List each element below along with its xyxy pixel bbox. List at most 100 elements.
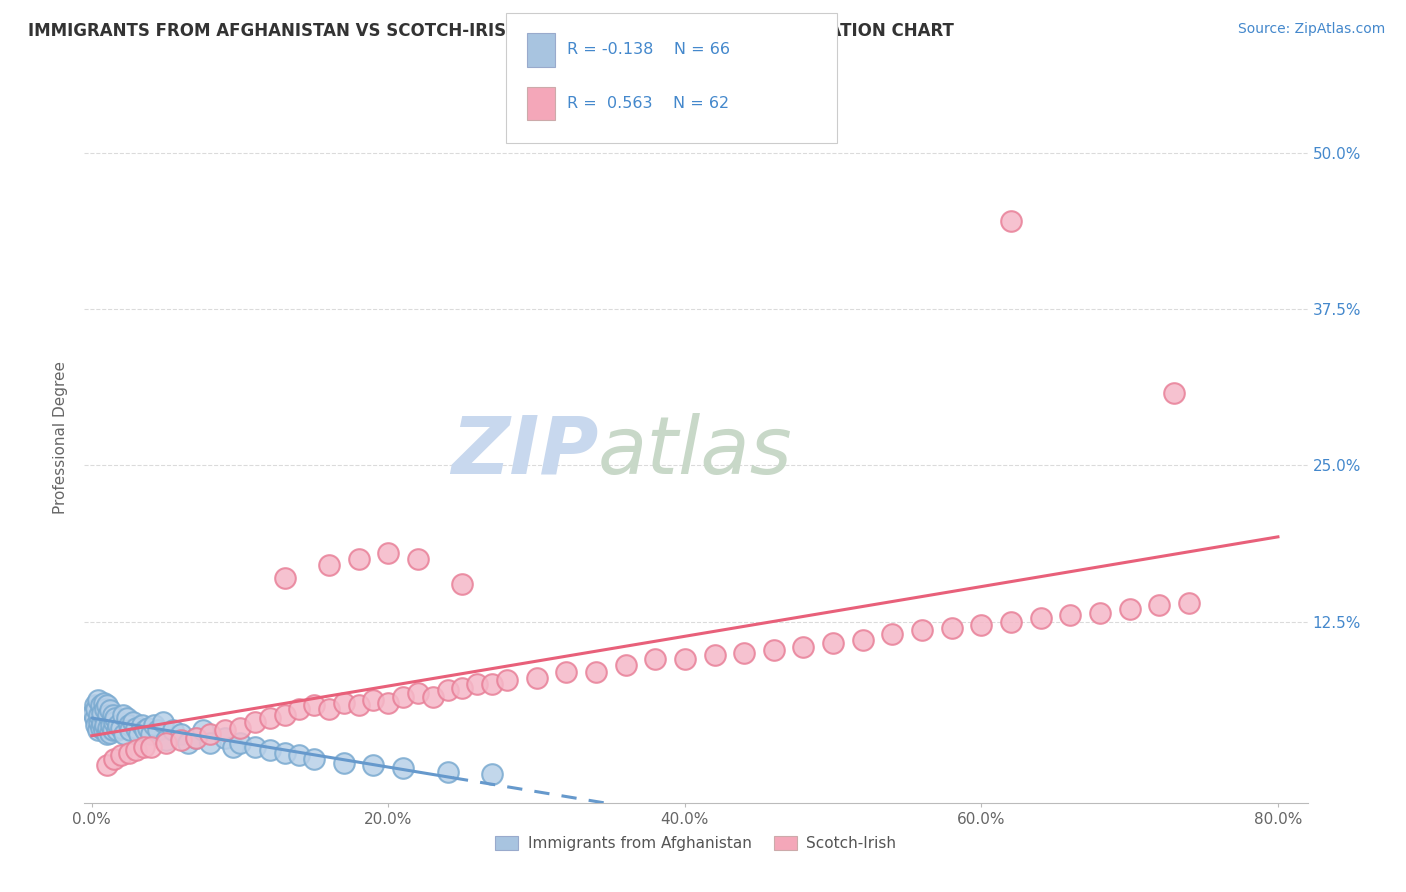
Point bbox=[97, 708, 120, 723]
Point bbox=[125, 721, 148, 735]
Point bbox=[392, 690, 415, 704]
Text: atlas: atlas bbox=[598, 413, 793, 491]
Legend: Immigrants from Afghanistan, Scotch-Irish: Immigrants from Afghanistan, Scotch-Iris… bbox=[489, 830, 903, 857]
Point bbox=[94, 718, 117, 732]
Point bbox=[333, 696, 356, 710]
Point bbox=[94, 702, 117, 716]
Point bbox=[214, 731, 236, 745]
Text: R = -0.138    N = 66: R = -0.138 N = 66 bbox=[567, 43, 730, 57]
Point bbox=[139, 727, 162, 741]
Point bbox=[128, 727, 150, 741]
Point bbox=[229, 721, 252, 735]
Point bbox=[184, 731, 207, 745]
Point bbox=[98, 703, 121, 717]
Point bbox=[110, 721, 132, 735]
Point bbox=[852, 633, 875, 648]
Point bbox=[481, 677, 503, 691]
Point bbox=[273, 746, 295, 760]
Point bbox=[105, 723, 128, 738]
Text: R =  0.563    N = 62: R = 0.563 N = 62 bbox=[567, 96, 728, 111]
Point bbox=[823, 636, 845, 650]
Point bbox=[496, 673, 519, 688]
Point bbox=[89, 714, 111, 729]
Point bbox=[1088, 606, 1111, 620]
Point bbox=[273, 571, 295, 585]
Point bbox=[155, 736, 177, 750]
Point bbox=[644, 652, 666, 666]
Point bbox=[148, 723, 170, 738]
Point bbox=[703, 648, 725, 663]
Point bbox=[84, 702, 107, 716]
Point bbox=[98, 726, 121, 740]
Point bbox=[96, 727, 118, 741]
Point bbox=[302, 752, 325, 766]
Point bbox=[101, 723, 124, 738]
Point bbox=[941, 621, 963, 635]
Point bbox=[191, 723, 214, 738]
Point bbox=[465, 677, 488, 691]
Point bbox=[136, 721, 159, 735]
Point bbox=[1149, 599, 1171, 613]
Point bbox=[451, 577, 474, 591]
Point bbox=[347, 698, 370, 713]
Point bbox=[103, 714, 125, 729]
Point bbox=[104, 711, 127, 725]
Point bbox=[1000, 615, 1022, 629]
Point bbox=[318, 702, 340, 716]
Point bbox=[97, 721, 120, 735]
Point bbox=[110, 748, 132, 763]
Point bbox=[83, 711, 105, 725]
Point bbox=[1178, 596, 1201, 610]
Point bbox=[184, 731, 207, 745]
Point bbox=[214, 723, 236, 738]
Point bbox=[481, 767, 503, 781]
Point bbox=[882, 627, 904, 641]
Point bbox=[89, 708, 111, 723]
Point bbox=[125, 743, 148, 757]
Point bbox=[288, 702, 311, 716]
Point bbox=[132, 739, 155, 754]
Point bbox=[347, 552, 370, 566]
Point bbox=[139, 739, 162, 754]
Text: IMMIGRANTS FROM AFGHANISTAN VS SCOTCH-IRISH PROFESSIONAL DEGREE CORRELATION CHAR: IMMIGRANTS FROM AFGHANISTAN VS SCOTCH-IR… bbox=[28, 22, 955, 40]
Point bbox=[118, 746, 141, 760]
Point bbox=[122, 714, 145, 729]
Point bbox=[911, 624, 934, 638]
Point bbox=[614, 658, 637, 673]
Point bbox=[162, 723, 184, 738]
Point bbox=[762, 643, 785, 657]
Point bbox=[526, 671, 548, 685]
Point bbox=[333, 756, 356, 770]
Point bbox=[377, 696, 399, 710]
Point bbox=[585, 665, 607, 679]
Point bbox=[673, 652, 696, 666]
Point bbox=[91, 706, 114, 720]
Point bbox=[406, 552, 429, 566]
Point bbox=[259, 743, 281, 757]
Point bbox=[131, 718, 153, 732]
Text: Source: ZipAtlas.com: Source: ZipAtlas.com bbox=[1237, 22, 1385, 37]
Point bbox=[177, 736, 200, 750]
Point bbox=[406, 686, 429, 700]
Point bbox=[103, 752, 125, 766]
Point bbox=[1118, 602, 1140, 616]
Point bbox=[91, 715, 114, 730]
Point bbox=[82, 706, 104, 720]
Point bbox=[200, 727, 222, 741]
Point bbox=[134, 723, 156, 738]
Point bbox=[288, 748, 311, 763]
Point bbox=[221, 739, 243, 754]
Point bbox=[1029, 611, 1052, 625]
Point bbox=[143, 718, 166, 732]
Point bbox=[170, 733, 193, 747]
Point bbox=[96, 698, 118, 713]
Point bbox=[1059, 608, 1081, 623]
Point bbox=[392, 761, 415, 775]
Point bbox=[555, 665, 578, 679]
Point bbox=[259, 711, 281, 725]
Point bbox=[422, 690, 444, 704]
Point bbox=[155, 733, 177, 747]
Point bbox=[93, 723, 115, 738]
Point bbox=[120, 723, 142, 738]
Point bbox=[117, 711, 139, 725]
